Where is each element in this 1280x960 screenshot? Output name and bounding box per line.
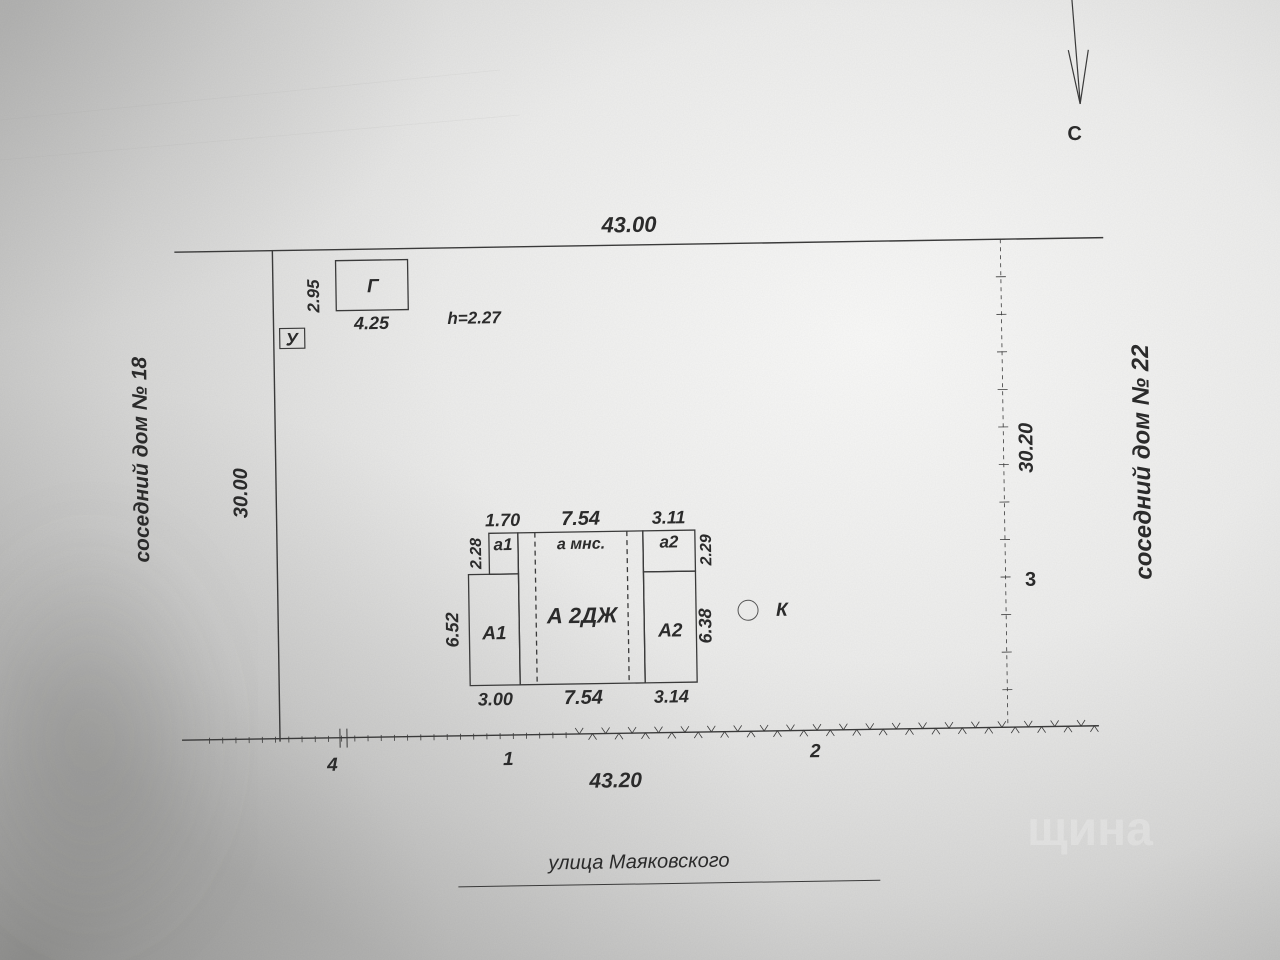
svg-text:С: С (1067, 123, 1082, 145)
svg-text:а мнс.: а мнс. (557, 535, 605, 553)
svg-text:6.38: 6.38 (695, 608, 716, 643)
svg-text:улица Маяковского: улица Маяковского (546, 850, 729, 875)
svg-text:1.70: 1.70 (485, 510, 520, 531)
svg-text:2.95: 2.95 (304, 279, 324, 314)
svg-text:30.00: 30.00 (230, 468, 253, 518)
svg-text:2.29: 2.29 (698, 534, 716, 567)
svg-text:43.20: 43.20 (588, 769, 642, 793)
svg-text:соседний дом № 18: соседний дом № 18 (128, 356, 154, 562)
svg-text:4: 4 (326, 755, 338, 776)
svg-text:a1: a1 (493, 535, 512, 554)
svg-text:4.25: 4.25 (353, 313, 390, 334)
svg-text:соседний дом № 22: соседний дом № 22 (1127, 344, 1158, 580)
svg-text:У: У (285, 329, 299, 349)
svg-text:6.52: 6.52 (442, 612, 463, 647)
svg-text:А 2ДЖ: А 2ДЖ (546, 602, 620, 628)
svg-text:А2: А2 (657, 620, 683, 641)
svg-text:а2: а2 (659, 532, 679, 551)
svg-text:h=2.27: h=2.27 (447, 308, 502, 328)
svg-text:К: К (776, 600, 789, 621)
svg-text:43.00: 43.00 (600, 212, 657, 238)
svg-text:3.11: 3.11 (652, 507, 686, 528)
svg-text:Г: Г (367, 276, 380, 297)
svg-text:2.28: 2.28 (468, 538, 486, 571)
svg-text:30.20: 30.20 (1015, 423, 1038, 473)
svg-text:3.14: 3.14 (654, 686, 689, 707)
svg-text:1: 1 (503, 749, 514, 770)
svg-text:3: 3 (1025, 569, 1036, 591)
svg-text:А1: А1 (481, 623, 507, 644)
svg-text:7.54: 7.54 (564, 687, 603, 710)
svg-text:7.54: 7.54 (561, 508, 600, 531)
svg-text:2: 2 (809, 741, 821, 762)
svg-text:щина: щина (1027, 803, 1153, 856)
svg-text:3.00: 3.00 (478, 689, 513, 710)
